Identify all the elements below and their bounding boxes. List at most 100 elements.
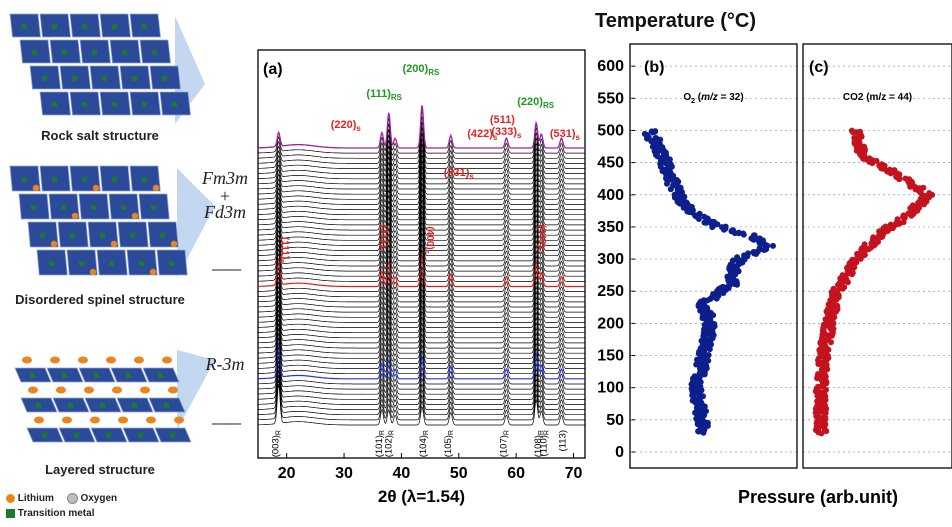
y-tick-label: 100 <box>597 380 624 397</box>
data-point <box>887 167 894 173</box>
phase-label-r3m: R-3m <box>205 354 245 374</box>
xrd-series-line <box>258 351 585 390</box>
transition-metal-atom <box>61 205 66 210</box>
transition-metal-atom <box>169 261 174 266</box>
data-point <box>701 213 708 220</box>
data-point <box>756 235 763 242</box>
transition-metal-atom <box>36 403 41 408</box>
xrd-series-line <box>258 122 585 164</box>
lithium-label: Lithium <box>17 493 54 505</box>
disordered-spinel-caption-text: Disordered spinel structure <box>15 292 185 307</box>
transition-metal-atom <box>70 233 75 238</box>
xrd-series-line <box>258 271 585 303</box>
lithium-atom <box>131 212 139 220</box>
lithium-atom <box>106 356 116 364</box>
data-point <box>745 250 752 257</box>
layered-peak-label: (107)R <box>498 430 510 457</box>
transition-metal-atom <box>100 233 105 238</box>
phase-divider-lower: -------- <box>211 416 241 431</box>
data-point <box>902 175 909 182</box>
lithium-atom <box>112 386 122 394</box>
xrd-series-line <box>258 138 585 180</box>
data-point <box>666 156 673 163</box>
data-point <box>697 379 704 386</box>
xrd-series-line <box>258 314 585 349</box>
lithium-atom <box>146 416 156 424</box>
data-point <box>671 191 678 198</box>
data-point <box>693 404 700 411</box>
o2-scatter-series <box>641 128 776 436</box>
rock-salt-caption: Rock salt structure <box>41 128 159 143</box>
data-point <box>866 155 873 162</box>
transition-metal-atom <box>142 177 147 182</box>
xrd-traces <box>258 105 585 426</box>
xrd-series-line <box>258 300 585 334</box>
xrd-series-line <box>258 238 585 272</box>
data-point <box>720 283 726 290</box>
lithium-atom <box>32 184 40 192</box>
xrd-series-line <box>258 266 585 298</box>
spinel-peak-label: (422)s <box>467 128 498 142</box>
layered-peak-label: (104)R <box>418 430 430 457</box>
layered-peak-label: (108)R <box>533 430 545 457</box>
phase-label-fd3m: Fd3m <box>204 202 246 222</box>
xrd-series-line <box>258 370 585 410</box>
lithium-icon <box>6 494 15 503</box>
lithium-atom <box>162 356 172 364</box>
data-point <box>730 227 736 234</box>
phase-label-fm3m: Fm3m <box>202 168 248 188</box>
transition-metal-atom <box>79 261 84 266</box>
data-point <box>729 257 736 264</box>
data-point <box>909 202 916 209</box>
data-point <box>740 230 747 237</box>
x-tick-label: 70 <box>565 465 583 482</box>
xrd-series-line <box>258 365 585 405</box>
co2-scatter-series <box>812 127 936 437</box>
y-tick-label: 250 <box>597 283 624 300</box>
legend-lithium-oxygen: Lithium Oxygen <box>6 493 117 504</box>
layered-caption: Layered structure <box>45 462 155 477</box>
transition-metal-atom <box>126 373 131 378</box>
transition-metal-icon <box>6 508 15 518</box>
transition-metal-atom <box>74 433 79 438</box>
x-tick-label: 60 <box>507 465 525 482</box>
data-point <box>696 210 703 217</box>
y-tick-label: 300 <box>597 251 624 268</box>
xrd-series-line <box>258 182 585 221</box>
x-tick-label: 30 <box>335 465 353 482</box>
transition-metal-atom <box>52 102 57 107</box>
xrd-series-line <box>258 295 585 328</box>
y-tick-label: 200 <box>597 315 624 332</box>
transition-metal-atom <box>62 50 67 55</box>
transition-metal-atom <box>22 177 27 182</box>
x-tick-label: 20 <box>278 465 296 482</box>
xrd-series-line <box>258 176 585 216</box>
lithium-atom <box>90 416 100 424</box>
transition-metal-atom <box>100 403 105 408</box>
data-point <box>823 386 829 393</box>
xrd-series-line <box>258 360 585 400</box>
layered-peak-label: (110)R <box>539 430 551 457</box>
spinel-mid-peak-label: (440)s <box>535 224 547 251</box>
lithium-atom <box>110 240 118 248</box>
spinel-peak-label: (220)s <box>331 119 362 133</box>
data-point <box>894 216 901 223</box>
transition-metal-atom <box>109 261 114 266</box>
panel-label-c: (c) <box>809 59 829 76</box>
pressure-axis-label: Pressure (arb.unit) <box>738 487 898 507</box>
data-point <box>876 228 883 235</box>
lithium-atom <box>28 386 38 394</box>
data-point <box>882 223 889 230</box>
transition-metal-atom <box>152 50 157 55</box>
data-point <box>861 241 868 248</box>
transition-metal-atom <box>160 233 165 238</box>
y-tick-label: 500 <box>597 122 624 139</box>
layered-peak-label: (105)R <box>443 430 455 457</box>
data-point <box>756 244 763 251</box>
xrd-series-line <box>258 215 585 251</box>
transition-metal-atom <box>162 76 167 81</box>
lithium-atom <box>92 184 100 192</box>
data-point <box>770 242 776 249</box>
lithium-atom <box>22 356 32 364</box>
transition-metal-atom <box>91 205 96 210</box>
